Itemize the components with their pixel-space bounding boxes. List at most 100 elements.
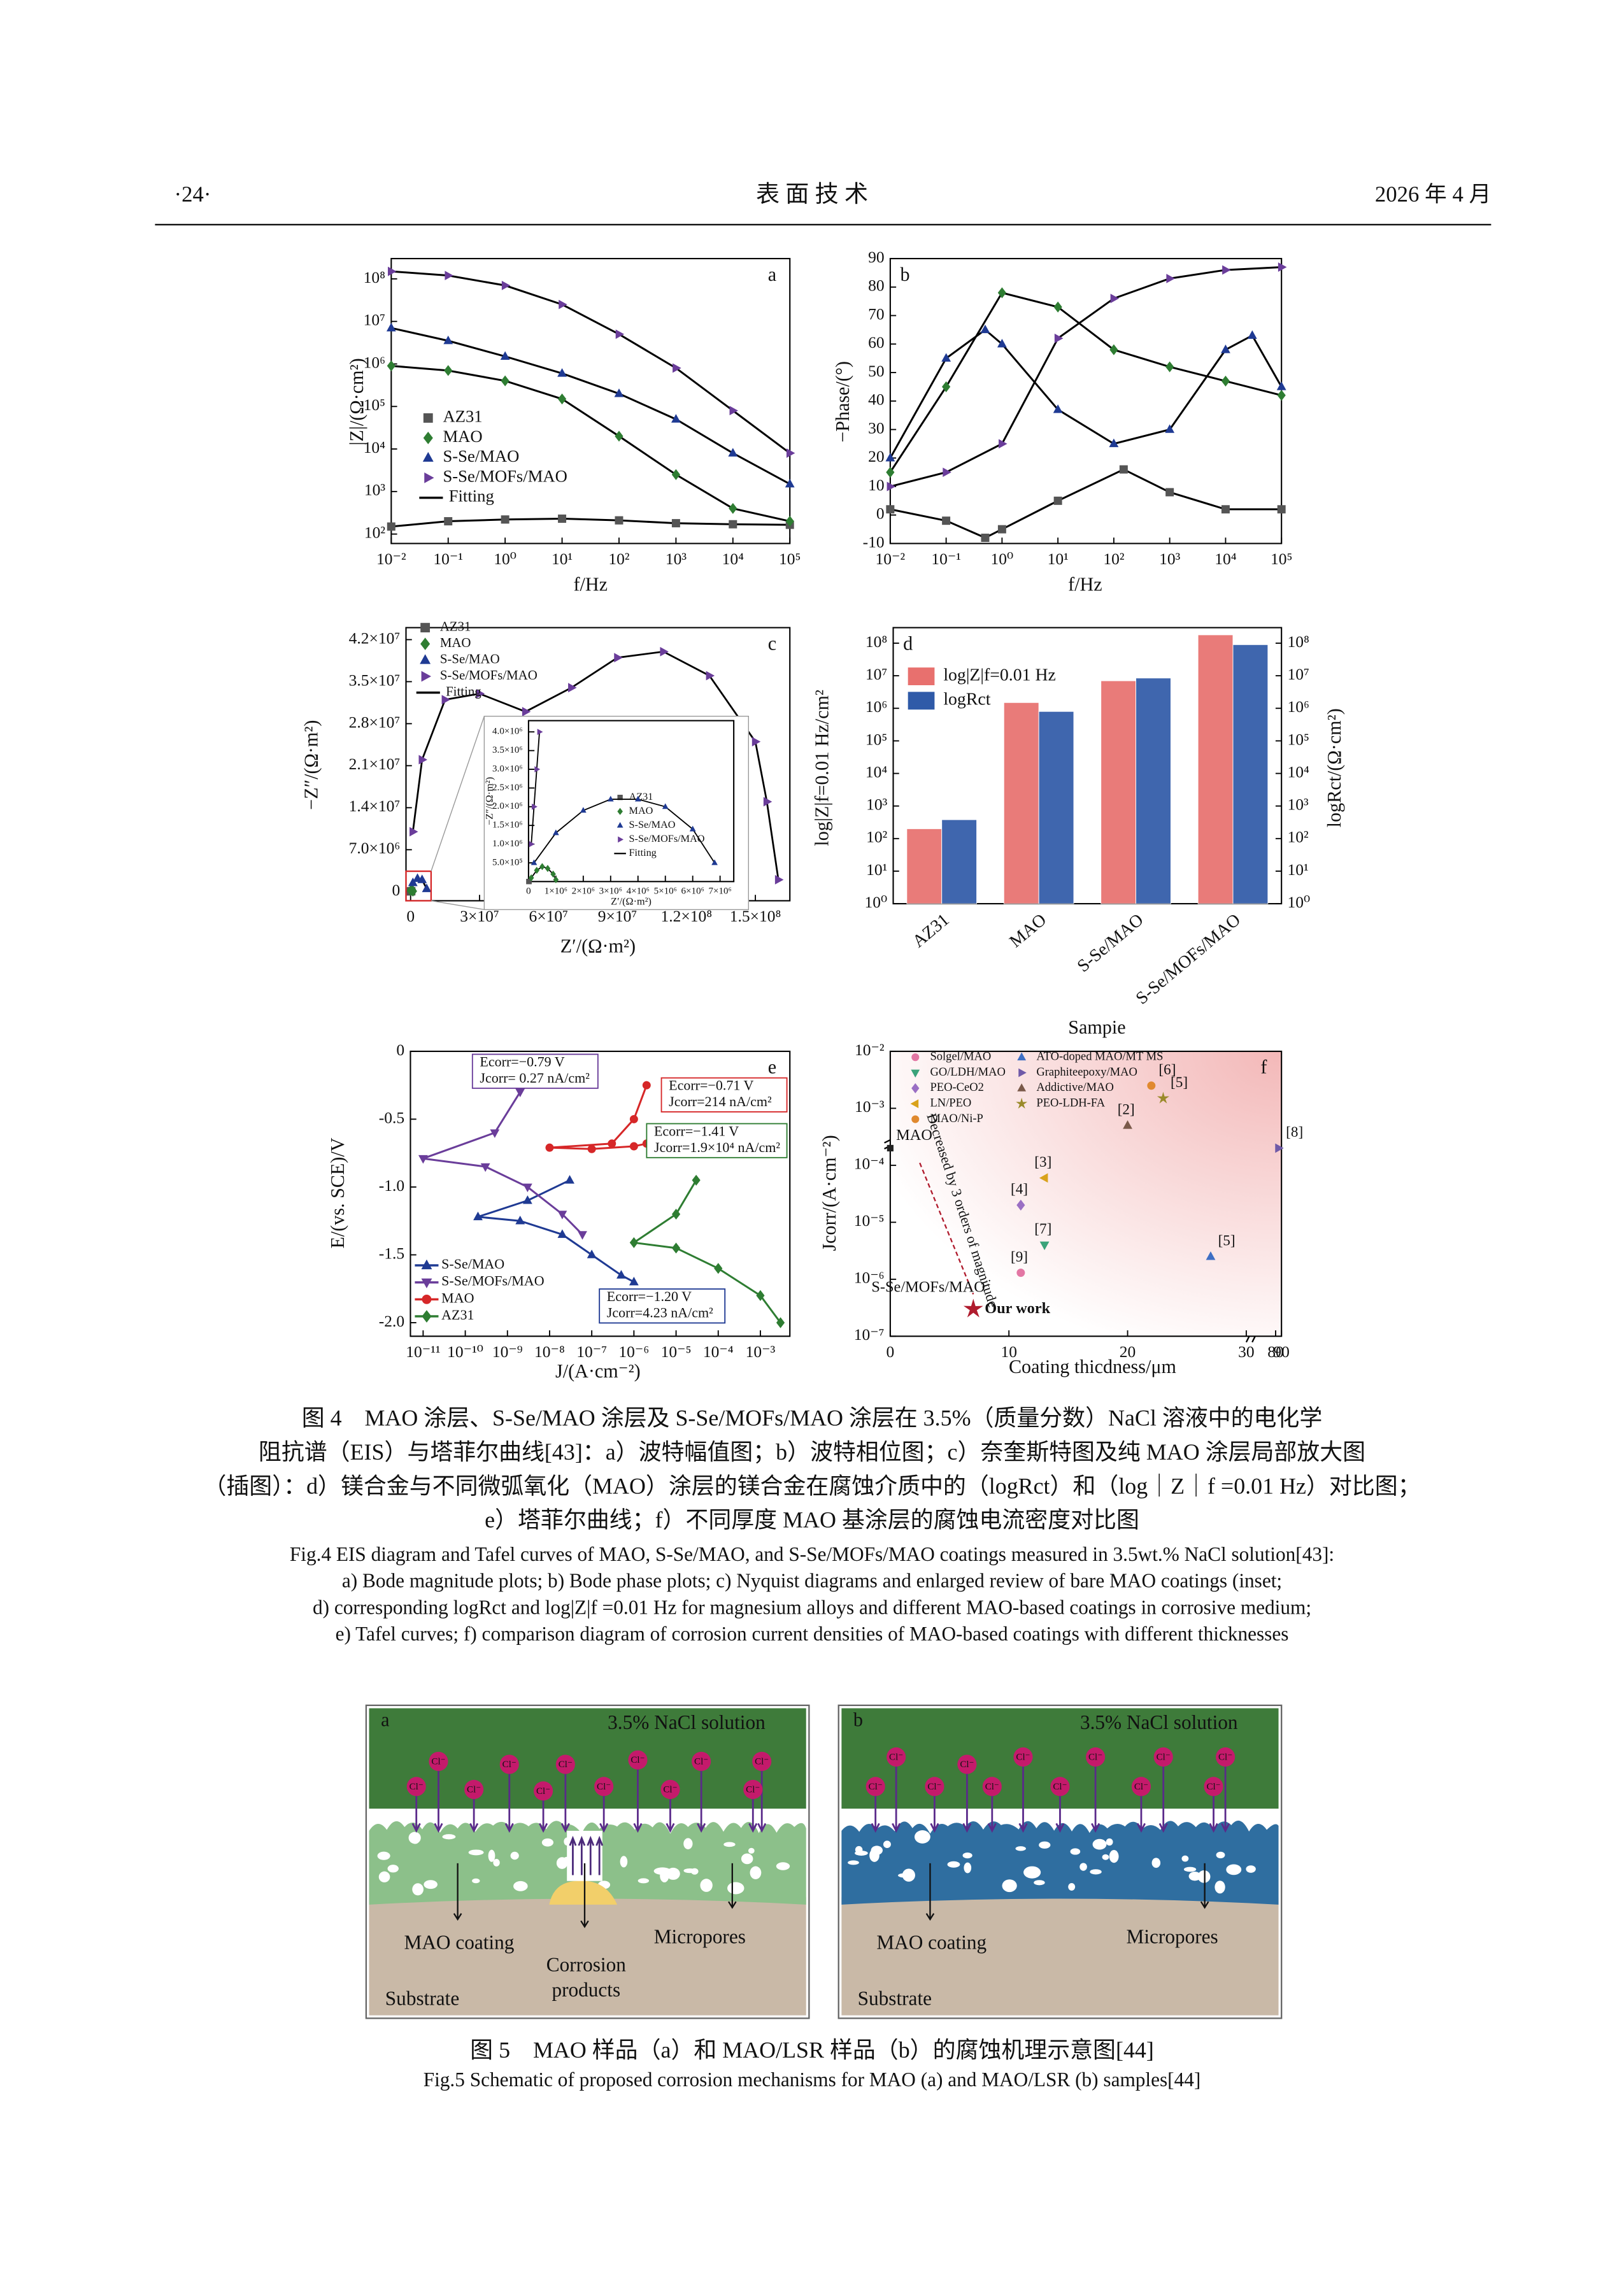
x-tick-label: S-Se/MOFs/MAO xyxy=(1132,910,1244,1009)
data-point xyxy=(1222,506,1229,513)
point-label: [8] xyxy=(1286,1124,1303,1141)
x-tick-label: 5×10⁶ xyxy=(654,886,677,897)
pore xyxy=(1214,1881,1225,1893)
legend-label: LN/PEO xyxy=(930,1096,971,1109)
legend-marker xyxy=(422,671,431,681)
y-tick-label: 10⁰ xyxy=(864,893,887,911)
y-tick-label: 10² xyxy=(1287,828,1309,846)
bar xyxy=(1039,711,1074,904)
y-axis-title: |Z|/(Ω·cm²) xyxy=(346,358,367,445)
data-point xyxy=(775,876,783,884)
inset-legend-label: S-Se/MAO xyxy=(629,819,676,830)
ion-label: Cl⁻ xyxy=(1088,1753,1102,1763)
data-point xyxy=(546,1144,553,1151)
caption-en: e) Tafel curves; f) comparison diagram o… xyxy=(336,1623,1289,1645)
pore xyxy=(964,1863,971,1874)
pore xyxy=(776,1862,790,1870)
page-number: ·24· xyxy=(175,182,211,207)
x-tick-label: 10⁻⁹ xyxy=(492,1342,523,1361)
pore xyxy=(442,1834,455,1839)
x-tick-label: 0 xyxy=(406,907,415,925)
legend-label: logRct xyxy=(943,690,990,709)
y-axis-title: −Phase/(°) xyxy=(832,361,853,443)
inset-y-title: −Z″/(Ω·m²) xyxy=(483,777,495,825)
legend-marker xyxy=(912,1054,919,1061)
data-point xyxy=(1166,362,1174,372)
products-label: products xyxy=(552,1979,620,2001)
ion-label: Cl⁻ xyxy=(889,1753,903,1763)
y-tick-label: 20 xyxy=(868,447,885,466)
data-point xyxy=(942,353,950,361)
x-tick-label: 90 xyxy=(1273,1342,1290,1361)
data-point xyxy=(1054,302,1062,312)
y-tick-label: 40 xyxy=(868,390,885,409)
y-tick-label: 10⁶ xyxy=(865,697,887,716)
caption-en: Fig.5 Schematic of proposed corrosion me… xyxy=(424,2068,1201,2091)
y-tick-label: 1.5×10⁶ xyxy=(492,820,523,830)
zoom-connector xyxy=(431,900,484,909)
fit-line xyxy=(890,267,1281,487)
ion-label: Cl⁻ xyxy=(985,1782,999,1792)
y-tick-label: 50 xyxy=(868,362,885,380)
data-point xyxy=(566,1176,574,1183)
bar xyxy=(1198,635,1233,904)
ion-label: Cl⁻ xyxy=(502,1760,516,1770)
caption-zh: e）塔菲尔曲线；f）不同厚度 MAO 基涂层的腐蚀电流密度对比图 xyxy=(485,1507,1139,1533)
ion-label: Cl⁻ xyxy=(746,1785,760,1795)
data-point xyxy=(630,1115,637,1123)
y-axis-title: log|Z|f=0.01 Hz/cm² xyxy=(811,690,832,846)
legend-label: AZ31 xyxy=(443,407,482,426)
point-label: [4] xyxy=(1011,1181,1028,1198)
ion-label: Cl⁻ xyxy=(1157,1753,1171,1763)
ion-label: Cl⁻ xyxy=(559,1760,573,1770)
zoom-connector xyxy=(431,716,484,871)
data-point xyxy=(673,1243,680,1253)
x-axis-title: J/(A·cm⁻²) xyxy=(555,1360,641,1382)
pores-label: Micropores xyxy=(1127,1925,1218,1947)
point-label: [5] xyxy=(1171,1074,1188,1091)
legend-label: Fitting xyxy=(449,487,494,506)
point-label: [5] xyxy=(1218,1232,1236,1249)
panel-label: c xyxy=(768,632,776,654)
y-tick-label: 10² xyxy=(364,523,386,541)
point-label: S-Se/MOFs/MAO xyxy=(871,1279,985,1296)
annotation-text: Jcorr=1.9×10⁴ nA/cm² xyxy=(654,1139,780,1155)
data-point xyxy=(387,523,395,530)
pore xyxy=(727,1882,744,1895)
y-tick-label: 10³ xyxy=(1287,795,1309,814)
data-point xyxy=(887,1145,893,1151)
journal-name: 表 面 技 术 xyxy=(756,181,868,208)
y-tick-label: 2.8×10⁷ xyxy=(349,713,401,731)
pore xyxy=(700,1879,712,1892)
x-tick-label: 10⁻¹¹ xyxy=(406,1342,440,1361)
data-point xyxy=(715,1263,722,1274)
ion-label: Cl⁻ xyxy=(1218,1753,1232,1763)
y-tick-label: 4.2×10⁷ xyxy=(349,629,401,647)
y-tick-label: 10⁻² xyxy=(855,1041,885,1059)
legend-marker xyxy=(422,1311,431,1322)
caption-en: a) Bode magnitude plots; b) Bode phase p… xyxy=(342,1570,1282,1592)
y2-axis-title: logRct/(Ω·cm²) xyxy=(1323,708,1345,827)
y-tick-label: 10⁻⁵ xyxy=(854,1211,885,1230)
data-point xyxy=(1248,331,1257,339)
y-tick-label: 10⁻³ xyxy=(855,1097,885,1116)
pore xyxy=(1002,1879,1016,1892)
x-tick-label: 10⁴ xyxy=(722,550,744,568)
legend-label: MAO xyxy=(440,635,471,650)
panel-label: b xyxy=(901,264,910,285)
legend-label: Graphiteepoxy/MAO xyxy=(1036,1065,1137,1079)
x-tick-label: 10⁻⁷ xyxy=(576,1342,607,1361)
inset-background xyxy=(484,716,748,910)
y-tick-label: 10³ xyxy=(866,795,888,814)
panel-label: a xyxy=(381,1709,389,1730)
ion-label: Cl⁻ xyxy=(1134,1782,1148,1792)
x-tick-label: 10³ xyxy=(1159,550,1181,568)
data-point xyxy=(578,1232,587,1239)
pore xyxy=(1015,1846,1026,1851)
pore xyxy=(378,1852,390,1860)
y-tick-label: 7.0×10⁶ xyxy=(349,839,401,857)
y-tick-label: 3.5×10⁶ xyxy=(492,745,523,755)
pore xyxy=(1093,1839,1107,1850)
y-tick-label: 10⁷ xyxy=(364,311,385,329)
caption-zh: 阻抗谱（EIS）与塔菲尔曲线[43]：a）波特幅值图；b）波特相位图；c）奈奎斯… xyxy=(259,1439,1365,1465)
